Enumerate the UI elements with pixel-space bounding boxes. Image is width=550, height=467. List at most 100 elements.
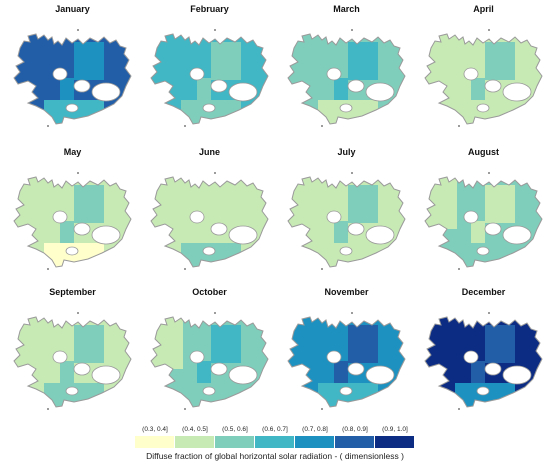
coastline: [150, 33, 269, 125]
island-dot: [47, 408, 49, 410]
map-fill-interior: [197, 78, 211, 100]
myrdalsjokull-glacier: [476, 246, 490, 256]
coastline: [287, 33, 406, 125]
map-fill-interior: [197, 221, 211, 243]
coastline: [150, 176, 269, 268]
map-fill-westfjords: [425, 34, 457, 86]
island-dot: [351, 29, 353, 31]
map-fill-interior: [334, 221, 348, 243]
myrdalsjokull-glacier: [202, 246, 216, 256]
hofsjokull-glacier: [484, 222, 502, 236]
legend-swatch: [255, 436, 295, 448]
island-dot: [321, 268, 323, 270]
map-fill-interior: [471, 361, 485, 383]
langjokull-glacier: [189, 210, 205, 224]
month-title: January: [55, 4, 90, 14]
month-title: December: [461, 287, 506, 297]
hofsjokull-glacier: [73, 79, 91, 93]
legend-swatch: [335, 436, 375, 448]
map-fill-northeast: [74, 185, 104, 223]
island-dot: [47, 268, 49, 270]
coastline: [13, 176, 132, 268]
map-fill-interior: [471, 221, 485, 243]
island-dot: [184, 125, 186, 127]
map-fill-northeast: [348, 185, 378, 223]
month-panel-january: January: [4, 0, 141, 142]
map-fill-westfjords: [151, 177, 183, 229]
month-panel-november: November: [278, 283, 415, 425]
langjokull-glacier: [52, 67, 68, 81]
island-dot: [184, 268, 186, 270]
coastline: [287, 316, 406, 408]
month-title: August: [468, 147, 499, 157]
map-fill-interior: [334, 361, 348, 383]
hofsjokull-glacier: [484, 362, 502, 376]
langjokull-glacier: [463, 350, 479, 364]
map-fill-westfjords: [288, 317, 320, 369]
myrdalsjokull-glacier: [202, 103, 216, 113]
vatnajokull-glacier: [228, 225, 258, 245]
langjokull-glacier: [463, 67, 479, 81]
langjokull-glacier: [52, 350, 68, 364]
coastline: [424, 33, 543, 125]
month-panel-july: July: [278, 143, 415, 285]
vatnajokull-glacier: [228, 82, 258, 102]
month-title: May: [63, 147, 82, 157]
month-title: September: [49, 287, 96, 297]
map-fill-northeast: [74, 325, 104, 363]
langjokull-glacier: [326, 67, 342, 81]
map-fill-westfjords: [14, 177, 46, 229]
myrdalsjokull-glacier: [65, 246, 79, 256]
island-dot: [488, 172, 490, 174]
map-fill-westfjords: [425, 317, 457, 369]
month-panel-october: October: [141, 283, 278, 425]
hofsjokull-glacier: [210, 362, 228, 376]
legend-swatch: [375, 436, 415, 448]
island-dot: [214, 29, 216, 31]
iceland-map: [13, 312, 132, 410]
month-title: November: [324, 287, 369, 297]
iceland-map: [424, 29, 543, 127]
legend-class-label: (0.6, 0.7]: [262, 426, 288, 433]
map-fill-interior: [197, 361, 211, 383]
hofsjokull-glacier: [210, 79, 228, 93]
coastline: [13, 33, 132, 125]
map-fill-interior: [60, 78, 74, 100]
legend-labels: (0.3, 0.4] (0.4, 0.5] (0.5, 0.6] (0.6, 0.7]…: [135, 424, 417, 436]
vatnajokull-glacier: [91, 365, 121, 385]
map-fill-northeast: [211, 185, 241, 223]
legend-swatch: [215, 436, 255, 448]
langjokull-glacier: [189, 350, 205, 364]
island-dot: [184, 408, 186, 410]
vatnajokull-glacier: [502, 365, 532, 385]
coastline: [287, 176, 406, 268]
legend-class-label: (0.3, 0.4]: [142, 426, 168, 433]
island-dot: [214, 172, 216, 174]
iceland-map: [150, 312, 269, 410]
iceland-map: [287, 312, 406, 410]
island-dot: [458, 408, 460, 410]
myrdalsjokull-glacier: [339, 103, 353, 113]
vatnajokull-glacier: [91, 82, 121, 102]
map-fill-northeast: [348, 325, 378, 363]
legend-title: Diffuse fraction of global horizontal so…: [146, 451, 404, 461]
island-dot: [77, 172, 79, 174]
month-panel-september: September: [4, 283, 141, 425]
legend-swatch: [135, 436, 175, 448]
island-dot: [77, 312, 79, 314]
map-fill-westfjords: [14, 317, 46, 369]
vatnajokull-glacier: [502, 225, 532, 245]
hofsjokull-glacier: [347, 362, 365, 376]
island-dot: [321, 125, 323, 127]
month-panel-december: December: [415, 283, 550, 425]
legend: (0.3, 0.4] (0.4, 0.5] (0.5, 0.6] (0.6, 0.7]…: [135, 424, 417, 448]
myrdalsjokull-glacier: [339, 246, 353, 256]
hofsjokull-glacier: [347, 79, 365, 93]
month-title: February: [190, 4, 229, 14]
island-dot: [488, 312, 490, 314]
iceland-map: [287, 29, 406, 127]
hofsjokull-glacier: [73, 222, 91, 236]
vatnajokull-glacier: [91, 225, 121, 245]
iceland-map: [150, 29, 269, 127]
myrdalsjokull-glacier: [476, 103, 490, 113]
